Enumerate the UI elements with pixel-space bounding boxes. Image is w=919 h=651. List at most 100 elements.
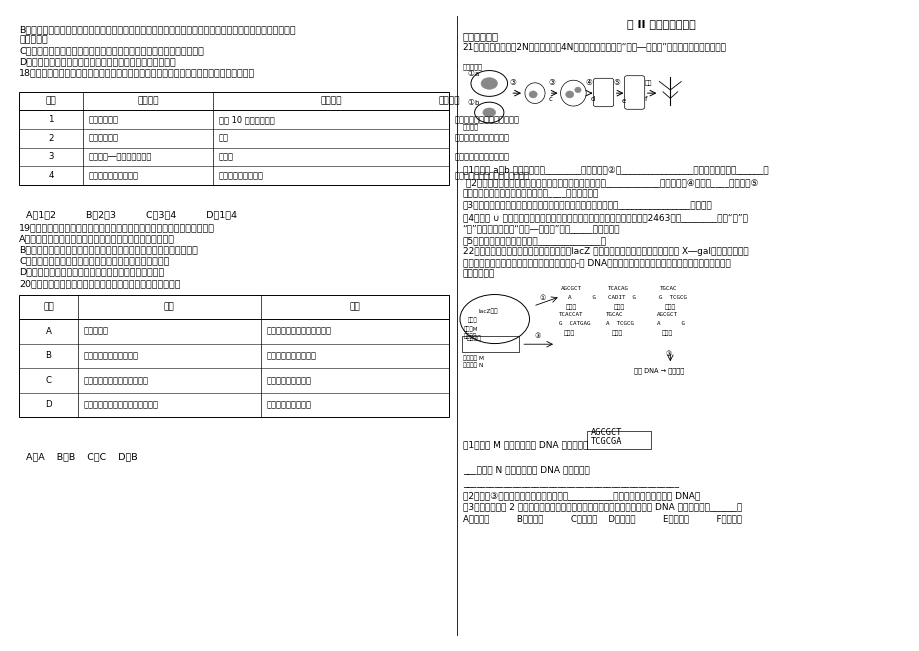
Text: 成多核细胞: 成多核细胞 xyxy=(19,35,48,44)
Text: 3: 3 xyxy=(49,152,54,161)
Text: ③: ③ xyxy=(509,78,516,87)
Text: A  TCGCG: A TCGCG xyxy=(606,321,633,326)
Text: 碱基顺序 M: 碱基顺序 M xyxy=(462,355,483,361)
Text: ③: ③ xyxy=(535,333,540,339)
Text: 烧伤患者皮肤细胞移植: 烧伤患者皮肤细胞移植 xyxy=(88,171,139,180)
Text: （2）过程③是将所有片段凑合在一起，用__________酶拼接可得到不同的重组 DNA。: （2）过程③是将所有片段凑合在一起，用__________酶拼接可得到不同的重组… xyxy=(462,491,699,500)
Text: D．选择一定大小的植物茎尖进行组织培养可获得脱毒苗: D．选择一定大小的植物茎尖进行组织培养可获得脱毒苗 xyxy=(19,268,165,277)
Bar xyxy=(19,294,448,417)
Text: 易于获取，易于组织培养: 易于获取，易于组织培养 xyxy=(454,152,509,161)
Text: 有利于物质和能量的多级利用: 有利于物质和能量的多级利用 xyxy=(266,327,331,336)
Text: 培养条件的不同之处在于此过程需在____条件下培养。: 培养条件的不同之处在于此过程需在____条件下培养。 xyxy=(462,189,598,199)
Text: 能保持细胞正常的二倍体核型: 能保持细胞正常的二倍体核型 xyxy=(454,115,519,124)
Text: 用胰蛋白酶处理剪碎的动物组织块: 用胰蛋白酶处理剪碎的动物组织块 xyxy=(83,400,158,409)
Text: b: b xyxy=(474,100,479,105)
Text: B: B xyxy=(45,352,51,361)
Text: CADIT  G: CADIT G xyxy=(607,295,635,300)
Text: ①: ① xyxy=(539,296,545,301)
Text: （3）如果只考虑 2 个片段的组合，那么甲、乙、丁三个片段中能够形成环状 DNA 的片段组合是______。: （3）如果只考虑 2 个片段的组合，那么甲、乙、丁三个片段中能够形成环状 DNA… xyxy=(462,503,742,511)
Text: ①: ① xyxy=(467,98,473,107)
Text: ⑤: ⑤ xyxy=(613,78,620,87)
Ellipse shape xyxy=(574,87,581,93)
Text: （4）诱导 ∪ 中植株生根的过程中，培养基中生长素与细胞分裂素的比值较2463过程________（填“高”或: （4）诱导 ∪ 中植株生根的过程中，培养基中生长素与细胞分裂素的比值较2463过… xyxy=(462,213,747,222)
Text: 18．下表细胞工程技术应用中各组所选择的实验材料及材料特点与实验目的的匹配错误的是: 18．下表细胞工程技术应用中各组所选择的实验材料及材料特点与实验目的的匹配错误的… xyxy=(19,68,255,77)
Text: ④: ④ xyxy=(584,78,592,87)
Text: 制备动物细胞悬浮液: 制备动物细胞悬浮液 xyxy=(266,400,311,409)
Text: 二、非选择题: 二、非选择题 xyxy=(462,31,498,41)
Text: 片段丙: 片段丙 xyxy=(563,331,574,336)
Text: D．患者体内的病毒直接诱导多个体细胞融合而形成多核细胞: D．患者体内的病毒直接诱导多个体细胞融合而形成多核细胞 xyxy=(19,57,176,66)
Text: 21．科学家将番茄（2N）和马铃薯（4N）利用如图技术得到“番茄―马铃薯”植株，请回答下列问题。: 21．科学家将番茄（2N）和马铃薯（4N）利用如图技术得到“番茄―马铃薯”植株，… xyxy=(462,43,726,52)
Text: 现出蓝色，若无该基因，菌落则成白色。图中甲-戊 DNA片段只注明了黏性末端处的碱基种类，其它碱基的种: 现出蓝色，若无该基因，菌落则成白色。图中甲-戊 DNA片段只注明了黏性末端处的碱… xyxy=(462,258,730,268)
Text: （3）试管苗的根细胞没有叶绻素，而叶肉细胞具有叶绻素，这是________________的结果。: （3）试管苗的根细胞没有叶绻素，而叶肉细胞具有叶绻素，这是___________… xyxy=(462,201,711,209)
Text: C．选择植物的感病组织进行诱变处理可获得优质的夹变体: C．选择植物的感病组织进行诱变处理可获得优质的夹变体 xyxy=(19,256,169,266)
Text: A      G: A G xyxy=(656,321,684,326)
Text: lacZ基因: lacZ基因 xyxy=(478,308,497,314)
Text: 自体皮肤生发层细胞: 自体皮肤生发层细胞 xyxy=(219,171,264,180)
Text: TGCAC: TGCAC xyxy=(606,312,623,317)
Text: c: c xyxy=(548,96,552,102)
Text: A．选择高度分化的动物体细胞进行培养有利于获得大量细胞: A．选择高度分化的动物体细胞进行培养有利于获得大量细胞 xyxy=(19,234,175,243)
Text: 培育番茄―马铃薯超级杂种: 培育番茄―马铃薯超级杂种 xyxy=(88,152,152,161)
Text: 限性酶M: 限性酶M xyxy=(463,326,478,331)
Text: 分裂能力强，易诱发变变: 分裂能力强，易诱发变变 xyxy=(454,134,509,143)
Text: 目的基因: 目的基因 xyxy=(466,336,481,341)
Ellipse shape xyxy=(565,91,573,98)
Text: A      G: A G xyxy=(560,295,595,300)
Text: 花粉粒: 花粉粒 xyxy=(219,152,233,161)
Text: G  CATGAG: G CATGAG xyxy=(558,321,590,326)
Text: 能保持全部母本性状: 能保持全部母本性状 xyxy=(266,376,311,385)
Text: 分裂能力强，且不会引起免疫排斥: 分裂能力强，且不会引起免疫排斥 xyxy=(454,171,529,180)
Text: 马铃薯细胞: 马铃薯细胞 xyxy=(462,64,482,70)
Text: 片段乙: 片段乙 xyxy=(613,305,624,311)
Text: 茎尖: 茎尖 xyxy=(219,134,228,143)
Text: 识别序列: 识别序列 xyxy=(463,334,476,339)
Text: ③: ③ xyxy=(548,78,554,87)
Text: 片段戊: 片段戊 xyxy=(662,331,673,336)
Text: 19．细胞工程中，选择合适的生物材料是成功的关键。下列选择不合理的是: 19．细胞工程中，选择合适的生物材料是成功的关键。下列选择不合理的是 xyxy=(19,223,215,232)
Text: A．甲和乙          B．甲和甲          C．甲和丁    D．乙和乙          E．乙和丁          F．丁和丁: A．甲和乙 B．甲和甲 C．甲和丁 D．乙和乙 E．乙和丁 F．丁和丁 xyxy=(462,514,741,523)
Text: 材料特点: 材料特点 xyxy=(437,96,460,105)
Text: 实验材料: 实验材料 xyxy=(320,96,342,105)
Text: A．1和2          B．2和3          C．3和4          D．1和4: A．1和2 B．2和3 C．3和4 D．1和4 xyxy=(26,211,236,219)
Text: 培育供移植的组织器官: 培育供移植的组织器官 xyxy=(266,352,316,361)
Text: 体外诱导胚胎干细胞分化: 体外诱导胚胎干细胞分化 xyxy=(83,352,138,361)
Text: d: d xyxy=(590,96,595,102)
Bar xyxy=(19,92,448,185)
Text: 20．在现代生物工程技术中，研究方案不能实现其目的的是。: 20．在现代生物工程技术中，研究方案不能实现其目的的是。 xyxy=(19,279,180,288)
Text: 移植: 移植 xyxy=(644,81,652,87)
Text: 目的: 目的 xyxy=(349,302,360,311)
Text: （2）将杂种细胞培育成杂种植株的过程中，依据的原理是____________，其中过程④相当于____过程，与⑤: （2）将杂种细胞培育成杂种植株的过程中，依据的原理是____________，其… xyxy=(462,178,757,187)
Text: AGCGCT: AGCGCT xyxy=(560,286,581,291)
Text: 2: 2 xyxy=(49,134,54,143)
Text: （5）该技术的最显著优势是：______________。: （5）该技术的最显著优势是：______________。 xyxy=(462,236,607,245)
Text: 第 II 卷（非选择题）: 第 II 卷（非选择题） xyxy=(626,19,695,29)
Text: 22．如图为构建某重组质粒的过程示意图，lacZ 基因可使细菌利用加入培养基的物质 X―gal，从而使菌落显: 22．如图为构建某重组质粒的过程示意图，lacZ 基因可使细菌利用加入培养基的物… xyxy=(462,247,747,256)
Text: 碱基顺序 N: 碱基顺序 N xyxy=(462,363,482,368)
Text: TCACAG: TCACAG xyxy=(607,286,629,291)
Text: A．A    B．B    C．C    D．B: A．A B．B C．C D．B xyxy=(26,452,137,462)
Text: ①: ① xyxy=(467,69,473,77)
Text: AGCGCT: AGCGCT xyxy=(656,312,677,317)
Text: B．选择去核的卵细胞作为接受体进行核移植可提高克隆动物的成功率: B．选择去核的卵细胞作为接受体进行核移植可提高克隆动物的成功率 xyxy=(19,245,198,255)
Text: 选项: 选项 xyxy=(43,302,54,311)
Text: 传代 10 代以内的细胞: 传代 10 代以内的细胞 xyxy=(219,115,274,124)
Text: C．患者的体细胞在病毒诱导下，由多个细胞核直接融合形成了多核细胞: C．患者的体细胞在病毒诱导下，由多个细胞核直接融合形成了多核细胞 xyxy=(19,46,204,55)
Text: 重组 DNA → 重组质粒: 重组 DNA → 重组质粒 xyxy=(633,368,683,374)
Text: TCACCAT: TCACCAT xyxy=(558,312,583,317)
Text: 含质粒: 含质粒 xyxy=(467,318,477,324)
Circle shape xyxy=(482,108,495,117)
Text: A: A xyxy=(46,327,51,336)
Text: D: D xyxy=(45,400,51,409)
Text: ________________________________________________: ________________________________________… xyxy=(462,479,678,488)
Text: ③: ③ xyxy=(665,351,671,357)
Text: 建立沼气池: 建立沼气池 xyxy=(83,327,108,336)
Text: 1: 1 xyxy=(49,115,54,124)
Circle shape xyxy=(481,77,497,89)
Text: C: C xyxy=(45,376,51,385)
Text: AGCGCT: AGCGCT xyxy=(590,428,621,437)
Text: 片段丙: 片段丙 xyxy=(664,305,675,311)
Text: 方案: 方案 xyxy=(164,302,175,311)
Text: 片段丁: 片段丁 xyxy=(611,331,622,336)
Text: G  TCGCG: G TCGCG xyxy=(659,295,686,300)
